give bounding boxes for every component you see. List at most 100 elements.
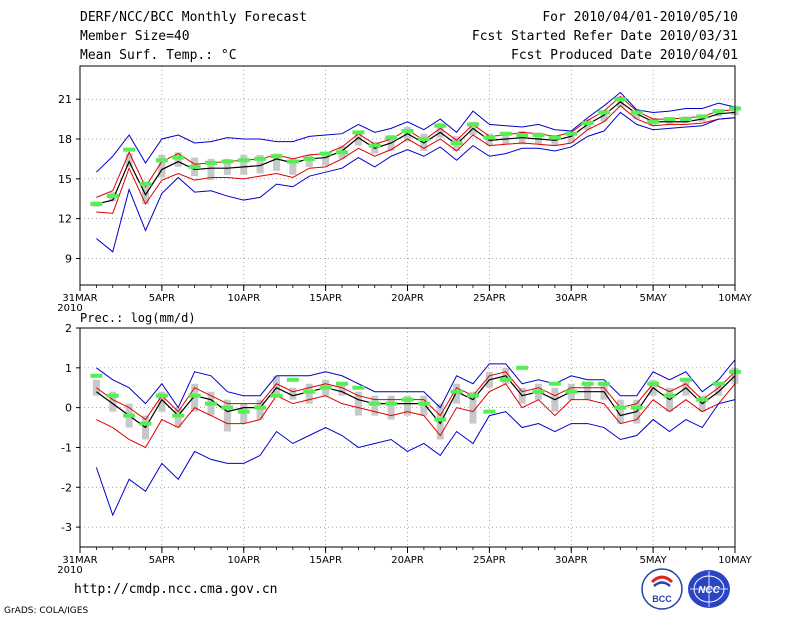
forecast-period: For 2010/04/01-2010/05/10	[542, 10, 738, 25]
prec-spread-box	[387, 395, 395, 420]
prec-median-marker	[679, 377, 692, 382]
temp-median-marker	[712, 109, 725, 114]
temp-line-mean	[96, 101, 736, 205]
member-size: Member Size=40	[80, 29, 190, 44]
temp-line-max	[96, 91, 736, 173]
temp-median-marker	[286, 159, 299, 164]
prec-line-mean	[96, 375, 736, 429]
prec-median-marker	[286, 377, 299, 382]
prec-line-upper	[96, 371, 736, 421]
grads-credit: GrADS: COLA/IGES	[4, 606, 89, 616]
svg-text:NCC: NCC	[698, 585, 720, 596]
temp-median-marker	[565, 131, 578, 136]
temp-median-marker	[90, 202, 103, 207]
prec-xtick-label: 15APR	[309, 555, 342, 566]
temp-median-marker	[319, 151, 332, 156]
temp-spread-box	[535, 132, 542, 145]
temp-xtick-label: 31MAR	[62, 293, 97, 304]
prec-median-marker	[532, 389, 545, 394]
temp-median-marker	[450, 140, 463, 145]
temp-median-marker	[483, 135, 496, 140]
temp-median-marker	[270, 154, 283, 159]
temp-spread-box	[567, 132, 575, 143]
temp-median-marker	[188, 164, 201, 169]
prec-median-marker	[581, 381, 594, 386]
prec-spread-box	[289, 387, 297, 400]
prec-xtick-label: 31MAR	[62, 555, 97, 566]
prec-median-marker	[336, 381, 348, 386]
prec-median-marker	[385, 401, 398, 406]
prec-xtick-label: 5APR	[149, 555, 175, 566]
temp-median-marker	[434, 123, 447, 128]
temp-spread-box	[436, 123, 444, 138]
prec-median-marker	[106, 393, 119, 398]
prec-spread-box	[338, 383, 346, 396]
temp-median-marker	[647, 119, 660, 124]
prec-median-marker	[155, 393, 168, 398]
temp-xtick-label: 15APR	[309, 293, 342, 304]
svg-text:BCC: BCC	[652, 594, 672, 604]
temp-median-marker	[155, 158, 168, 163]
temp-spread-box	[322, 153, 330, 166]
prec-median-marker	[221, 405, 234, 410]
prec-xtick-label: 25APR	[473, 555, 506, 566]
prec-median-marker	[614, 405, 627, 410]
temp-median-marker	[205, 160, 217, 165]
prec-spread-box	[404, 395, 411, 416]
ncc-logo: NCC	[688, 570, 730, 608]
temp-median-marker	[532, 133, 545, 138]
prec-median-marker	[90, 373, 103, 378]
prec-median-marker	[434, 417, 447, 422]
prec-xtick-label: 2010	[57, 565, 82, 576]
prec-median-marker	[352, 385, 365, 390]
prec-median-marker	[598, 381, 610, 386]
prec-spread-box	[223, 399, 231, 432]
temp-median-marker	[139, 182, 152, 187]
variable-label: Mean Surf. Temp.: °C	[80, 48, 237, 63]
prec-ytick-label: 2	[65, 322, 72, 335]
temp-spread-box	[158, 154, 166, 178]
temp-ytick-label: 9	[65, 252, 72, 265]
prec-ytick-label: -3	[61, 521, 72, 534]
temp-ytick-label: 18	[58, 133, 72, 146]
temp-xtick-label: 2010	[57, 303, 82, 314]
prec-median-marker	[270, 393, 283, 398]
prec-spread-box	[109, 391, 117, 412]
prec-median-marker	[401, 397, 414, 402]
prec-median-marker	[483, 409, 496, 414]
prec-median-marker	[319, 385, 332, 390]
temp-spread-box	[207, 158, 215, 181]
started-date: Fcst Started Refer Date 2010/03/31	[471, 29, 738, 44]
temp-spread-box	[256, 154, 264, 174]
prec-median-marker	[548, 381, 561, 386]
prec-line-min	[95, 399, 736, 517]
temp-median-marker	[221, 159, 234, 164]
prec-median-marker	[663, 393, 676, 398]
temp-median-marker	[254, 156, 267, 161]
bcc-logo: BCC	[641, 568, 683, 610]
footer-url[interactable]: http://cmdp.ncc.cma.gov.cn	[74, 582, 278, 597]
temp-ytick-label: 12	[58, 213, 72, 226]
temp-xtick-label: 30APR	[555, 293, 588, 304]
temp-line-upper	[96, 95, 736, 198]
prec-median-marker	[172, 413, 185, 418]
prec-ytick-label: -2	[61, 481, 72, 494]
prec-median-marker	[565, 389, 578, 394]
chart-title: DERF/NCC/BCC Monthly Forecast	[80, 10, 307, 25]
prec-spread-box	[158, 391, 166, 412]
temp-median-marker	[581, 121, 594, 126]
prec-line-max	[96, 359, 736, 409]
temp-xtick-label: 25APR	[473, 293, 506, 304]
prec-median-marker	[450, 389, 463, 394]
temp-spread-box	[142, 181, 149, 205]
temp-median-marker	[516, 133, 529, 138]
temp-median-marker	[352, 130, 365, 135]
temp-median-marker	[679, 117, 692, 122]
temp-xtick-label: 5APR	[149, 293, 175, 304]
prec-ytick-label: -1	[61, 441, 72, 454]
prec-spread-box	[616, 399, 624, 424]
prec-spread-box	[273, 375, 280, 396]
